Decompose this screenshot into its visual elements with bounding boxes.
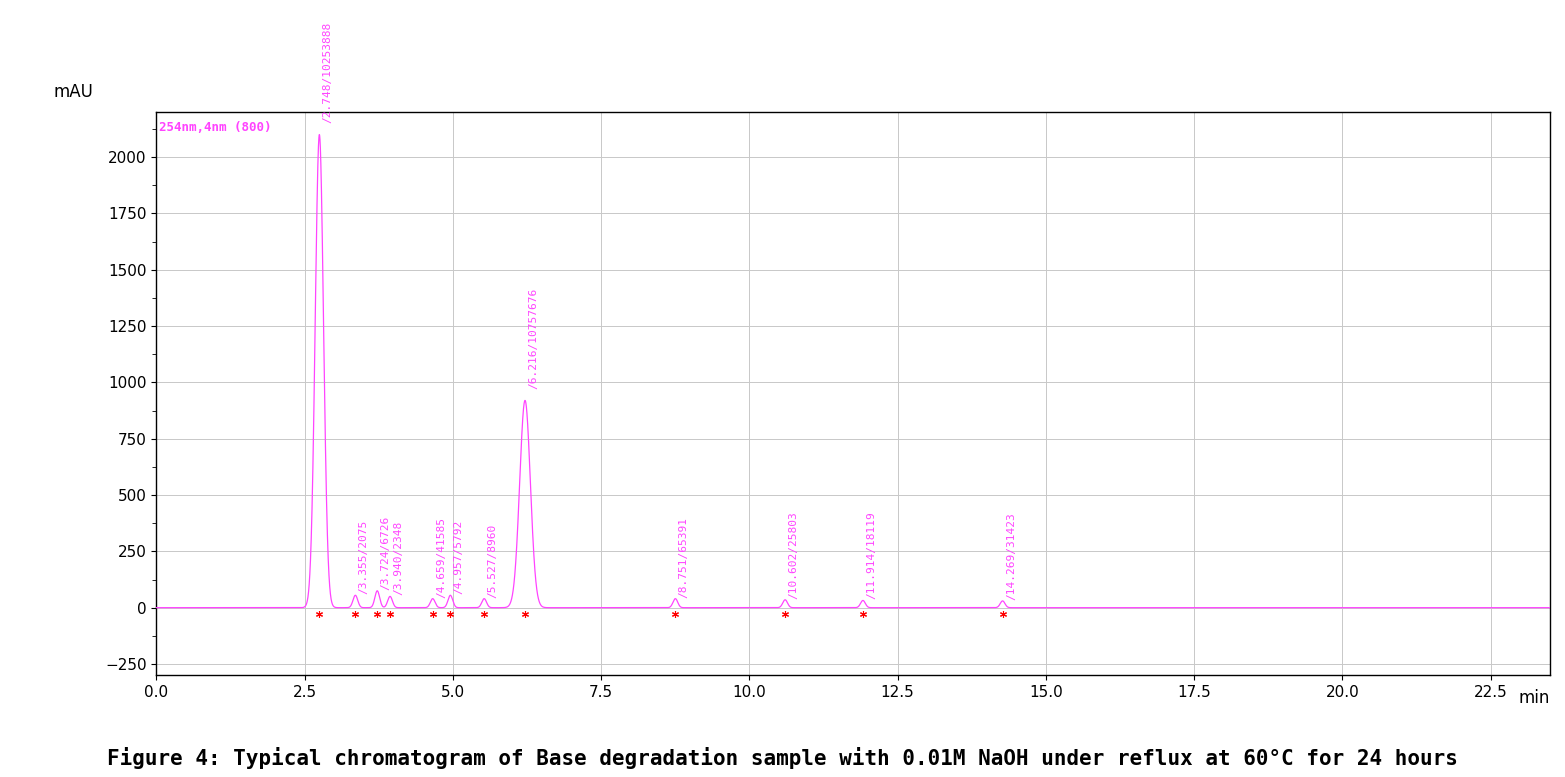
Text: /6.216/10757676: /6.216/10757676 (529, 288, 538, 389)
Text: /14.269/31423: /14.269/31423 (1006, 512, 1016, 600)
Text: /2.748/10253888: /2.748/10253888 (322, 22, 333, 124)
Text: /3.355/2075: /3.355/2075 (358, 520, 369, 594)
Text: /4.957/5792: /4.957/5792 (454, 520, 463, 594)
Text: 254nm,4nm (800): 254nm,4nm (800) (160, 120, 272, 134)
Y-axis label: mAU: mAU (53, 83, 94, 101)
Text: /5.527/8960: /5.527/8960 (488, 523, 498, 598)
Text: /8.751/65391: /8.751/65391 (679, 517, 689, 598)
Text: min: min (1518, 688, 1549, 707)
Text: Figure 4: Typical chromatogram of Base degradation sample with 0.01M NaOH under : Figure 4: Typical chromatogram of Base d… (106, 747, 1459, 769)
Text: /11.914/18119: /11.914/18119 (867, 511, 876, 599)
Text: /3.724/6726: /3.724/6726 (380, 515, 391, 590)
Text: /4.659/41585: /4.659/41585 (437, 517, 446, 598)
Text: /10.602/25803: /10.602/25803 (789, 511, 798, 598)
Text: /3.940/2348: /3.940/2348 (394, 521, 404, 595)
